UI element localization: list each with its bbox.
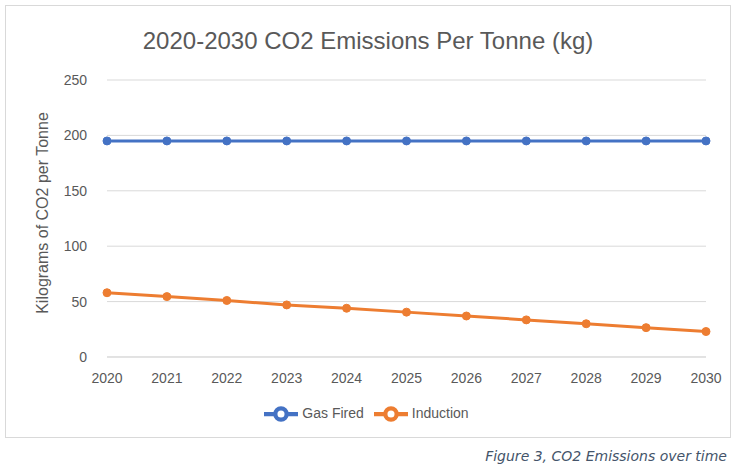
svg-text:2024: 2024 bbox=[331, 370, 362, 386]
svg-text:2027: 2027 bbox=[511, 370, 542, 386]
svg-text:2028: 2028 bbox=[571, 370, 602, 386]
html-text:Induction: Induction bbox=[411, 404, 469, 421]
html-text:Figure 3, CO2 Emissions over t: Figure 3, CO2 Emissions over time bbox=[485, 448, 727, 464]
svg-text:2025: 2025 bbox=[391, 370, 422, 386]
svg-text:2029: 2029 bbox=[631, 370, 662, 386]
svg-text:2023: 2023 bbox=[271, 370, 302, 386]
html-text:Kilograms of CO2 per Tonne: Kilograms of CO2 per Tonne bbox=[34, 112, 51, 314]
svg-text:200: 200 bbox=[64, 127, 88, 143]
svg-text:2030: 2030 bbox=[690, 370, 721, 386]
svg-text:2026: 2026 bbox=[451, 370, 482, 386]
svg-text:250: 250 bbox=[64, 72, 88, 88]
html-text:Gas Fired: Gas Fired bbox=[302, 404, 364, 421]
html-text:2020-2030 CO2 Emissions Per To: 2020-2030 CO2 Emissions Per Tonne (kg) bbox=[142, 27, 594, 54]
svg-text:2021: 2021 bbox=[151, 370, 182, 386]
svg-text:2022: 2022 bbox=[211, 370, 242, 386]
svg-text:150: 150 bbox=[64, 183, 88, 199]
svg-text:50: 50 bbox=[71, 294, 87, 310]
svg-text:2020: 2020 bbox=[91, 370, 122, 386]
svg-text:100: 100 bbox=[64, 238, 88, 254]
svg-text:0: 0 bbox=[79, 349, 87, 365]
